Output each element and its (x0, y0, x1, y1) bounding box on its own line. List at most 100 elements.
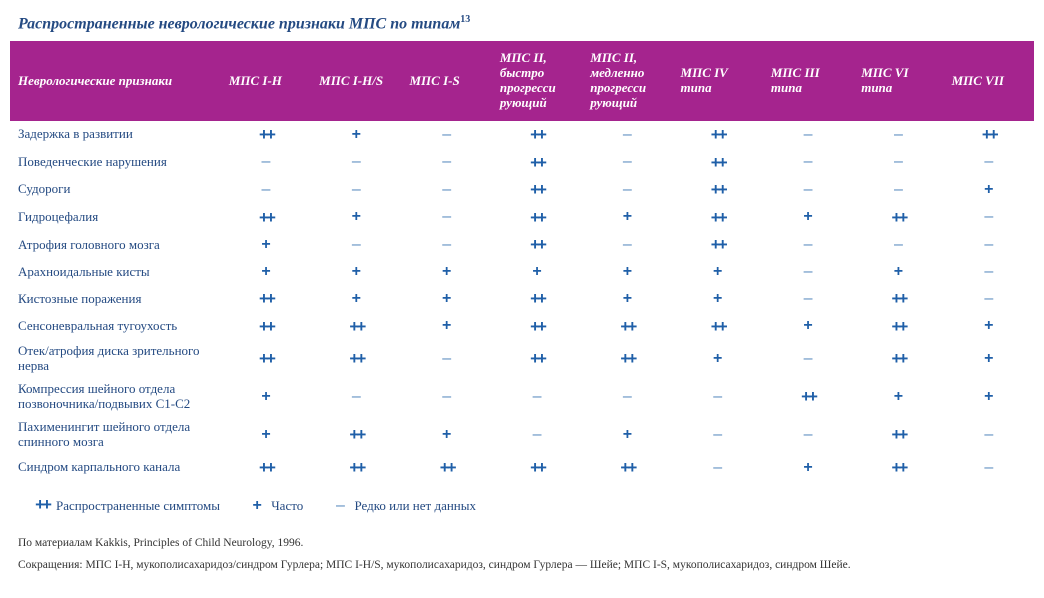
plusplus-icon: ++ (32, 495, 52, 515)
row-label: Судороги (10, 176, 221, 204)
dash-icon: – (623, 388, 632, 405)
cell-symbol: ++ (673, 204, 763, 232)
cell-symbol: – (673, 454, 763, 482)
table-row: Отек/атрофия диска зрительного нерва++++… (10, 340, 1034, 378)
cell-symbol: ++ (311, 313, 401, 341)
cell-symbol: – (763, 259, 853, 285)
dash-icon: – (984, 236, 993, 253)
plus-icon: + (713, 263, 722, 280)
cell-symbol: – (763, 231, 853, 259)
plus-icon: + (352, 290, 361, 307)
cell-symbol: + (311, 259, 401, 285)
cell-symbol: – (311, 149, 401, 177)
legend-item-common: ++Распространенные симптомы (32, 498, 220, 513)
dash-icon: – (262, 153, 271, 170)
cell-symbol: + (402, 285, 492, 313)
cell-symbol: – (311, 176, 401, 204)
cell-symbol: – (763, 416, 853, 454)
col-header-type: МПС III типа (763, 41, 853, 121)
cell-symbol: ++ (221, 204, 311, 232)
plusplus-icon: ++ (530, 208, 544, 227)
cell-symbol: – (492, 416, 582, 454)
cell-symbol: ++ (673, 176, 763, 204)
plus-icon: + (261, 263, 270, 280)
plus-icon: + (803, 459, 812, 476)
footnote-abbrev: Сокращения: МПС I-H, мукополисахаридоз/с… (18, 559, 1034, 571)
plus-icon: + (984, 317, 993, 334)
cell-symbol: – (221, 176, 311, 204)
legend-item-rare: –Редко или нет данных (330, 498, 476, 513)
cell-symbol: + (673, 285, 763, 313)
plusplus-icon: ++ (530, 153, 544, 172)
dash-icon: – (894, 181, 903, 198)
cell-symbol: – (763, 285, 853, 313)
row-label: Пахименингит шейного отдела спинного моз… (10, 416, 221, 454)
cell-symbol: + (221, 259, 311, 285)
table-row: Гидроцефалия+++–++++++++– (10, 204, 1034, 232)
dash-icon: – (623, 153, 632, 170)
cell-symbol: – (944, 149, 1034, 177)
cell-symbol: – (853, 176, 943, 204)
cell-symbol: + (311, 121, 401, 149)
plus-icon: + (261, 236, 270, 253)
plus-icon: + (894, 388, 903, 405)
cell-symbol: – (402, 204, 492, 232)
title-sup: 13 (460, 14, 470, 25)
cell-symbol: – (944, 231, 1034, 259)
plus-icon: + (713, 350, 722, 367)
cell-symbol: – (763, 149, 853, 177)
col-header-type: МПС VII (944, 41, 1034, 121)
cell-symbol: ++ (492, 313, 582, 341)
cell-symbol: + (944, 340, 1034, 378)
cell-symbol: ++ (853, 313, 943, 341)
dash-icon: – (442, 126, 451, 143)
plus-icon: + (984, 388, 993, 405)
cell-symbol: – (582, 231, 672, 259)
dash-icon: – (442, 181, 451, 198)
dash-icon: – (623, 181, 632, 198)
dash-icon: – (804, 236, 813, 253)
cell-symbol: – (853, 149, 943, 177)
row-label: Кистозные поражения (10, 285, 221, 313)
cell-symbol: + (582, 204, 672, 232)
cell-symbol: ++ (582, 454, 672, 482)
cell-symbol: ++ (673, 313, 763, 341)
cell-symbol: ++ (492, 121, 582, 149)
cell-symbol: ++ (853, 416, 943, 454)
table-row: Арахноидальные кисты++++++–+– (10, 259, 1034, 285)
dash-icon: – (713, 388, 722, 405)
dash-icon: – (533, 426, 542, 443)
dash-icon: – (804, 153, 813, 170)
dash-icon: – (623, 236, 632, 253)
dash-icon: – (804, 181, 813, 198)
cell-symbol: + (763, 313, 853, 341)
plusplus-icon: ++ (530, 289, 544, 308)
table-title: Распространенные неврологические признак… (18, 14, 1034, 33)
dash-icon: – (804, 263, 813, 280)
row-label: Компрессия шейного отдела позвоночника/п… (10, 378, 221, 416)
cell-symbol: ++ (221, 454, 311, 482)
dash-icon: – (984, 426, 993, 443)
plus-icon: + (261, 426, 270, 443)
col-header-type: МПС II, медленно прогресси рующий (582, 41, 672, 121)
cell-symbol: ++ (492, 340, 582, 378)
plus-icon: + (623, 426, 632, 443)
cell-symbol: – (944, 285, 1034, 313)
plusplus-icon: ++ (530, 458, 544, 477)
cell-symbol: – (853, 121, 943, 149)
cell-symbol: ++ (221, 340, 311, 378)
table-row: Компрессия шейного отдела позвоночника/п… (10, 378, 1034, 416)
cell-symbol: ++ (492, 204, 582, 232)
plusplus-icon: ++ (891, 349, 905, 368)
row-label: Задержка в развитии (10, 121, 221, 149)
cell-symbol: ++ (853, 340, 943, 378)
cell-symbol: + (944, 176, 1034, 204)
plusplus-icon: ++ (801, 387, 815, 406)
dash-icon: – (804, 126, 813, 143)
cell-symbol: – (582, 378, 672, 416)
dash-icon: – (984, 459, 993, 476)
cell-symbol: + (402, 259, 492, 285)
plusplus-icon: ++ (349, 425, 363, 444)
cell-symbol: ++ (763, 378, 853, 416)
cell-symbol: – (311, 378, 401, 416)
